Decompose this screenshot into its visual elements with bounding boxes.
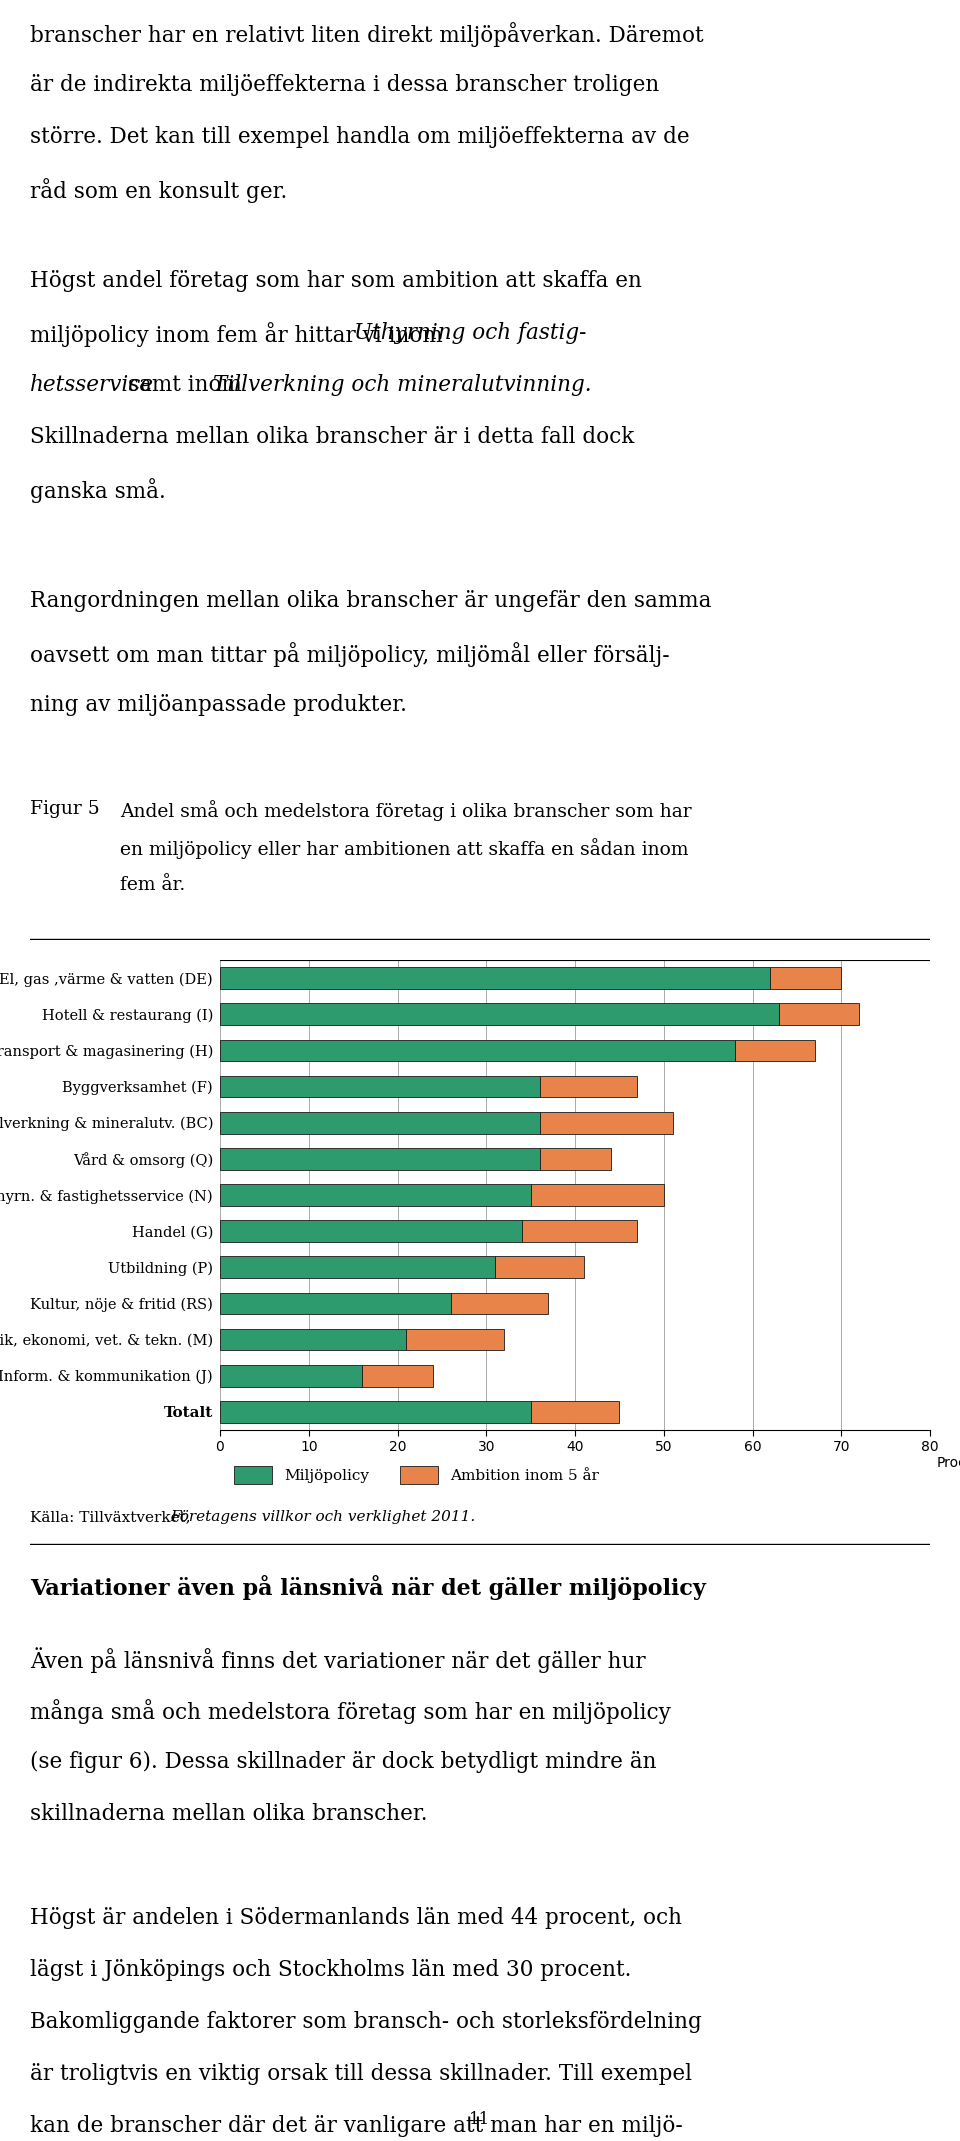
Bar: [220, 1220, 521, 1242]
Text: en miljöpolicy eller har ambitionen att skaffa en sådan inom: en miljöpolicy eller har ambitionen att …: [120, 837, 688, 859]
Bar: [220, 1400, 531, 1424]
Bar: [362, 1366, 433, 1387]
Bar: [540, 1075, 637, 1098]
Text: Bakomliggande faktorer som bransch- och storleksfördelning: Bakomliggande faktorer som bransch- och …: [30, 2010, 702, 2034]
Text: hetsservice: hetsservice: [30, 375, 154, 396]
Bar: [220, 1257, 495, 1278]
Legend: Miljöpolicy, Ambition inom 5 år: Miljöpolicy, Ambition inom 5 år: [228, 1460, 605, 1490]
Text: är troligtvis en viktig orsak till dessa skillnader. Till exempel: är troligtvis en viktig orsak till dessa…: [30, 2064, 692, 2085]
Text: fem år.: fem år.: [120, 876, 185, 895]
Text: ganska små.: ganska små.: [30, 477, 166, 503]
Bar: [734, 1041, 815, 1062]
Text: Andel små och medelstora företag i olika branscher som har: Andel små och medelstora företag i olika…: [120, 801, 691, 820]
Bar: [220, 1111, 540, 1133]
Text: oavsett om man tittar på miljöpolicy, miljömål eller försälj-: oavsett om man tittar på miljöpolicy, mi…: [30, 642, 670, 668]
Text: Rangordningen mellan olika branscher är ungefär den samma: Rangordningen mellan olika branscher är …: [30, 591, 711, 612]
Bar: [220, 1366, 362, 1387]
Text: Procent: Procent: [937, 1456, 960, 1471]
Bar: [220, 1041, 734, 1062]
Text: många små och medelstora företag som har en miljöpolicy: många små och medelstora företag som har…: [30, 1700, 671, 1724]
Text: samt inom: samt inom: [121, 375, 249, 396]
Text: 11: 11: [469, 2111, 491, 2128]
Bar: [540, 1111, 673, 1133]
Text: Källa: Tillväxtverket,: Källa: Tillväxtverket,: [30, 1509, 196, 1524]
Bar: [521, 1220, 637, 1242]
Text: Högst andel företag som har som ambition att skaffa en: Högst andel företag som har som ambition…: [30, 270, 642, 291]
Bar: [220, 1330, 406, 1351]
Text: ning av miljöanpassade produkter.: ning av miljöanpassade produkter.: [30, 694, 407, 715]
Text: Skillnaderna mellan olika branscher är i detta fall dock: Skillnaderna mellan olika branscher är i…: [30, 426, 635, 447]
Text: lägst i Jönköpings och Stockholms län med 30 procent.: lägst i Jönköpings och Stockholms län me…: [30, 1959, 632, 1980]
Text: Företagens villkor och verklighet 2011.: Företagens villkor och verklighet 2011.: [170, 1509, 475, 1524]
Text: Högst är andelen i Södermanlands län med 44 procent, och: Högst är andelen i Södermanlands län med…: [30, 1908, 682, 1929]
Text: är de indirekta miljöeffekterna i dessa branscher troligen: är de indirekta miljöeffekterna i dessa …: [30, 75, 660, 96]
Text: skillnaderna mellan olika branscher.: skillnaderna mellan olika branscher.: [30, 1803, 427, 1824]
Text: större. Det kan till exempel handla om miljöeffekterna av de: större. Det kan till exempel handla om m…: [30, 126, 689, 148]
Bar: [220, 1184, 531, 1205]
Bar: [770, 968, 841, 989]
Text: Variationer även på länsnivå när det gäller miljöpolicy: Variationer även på länsnivå när det gäl…: [30, 1576, 706, 1599]
Text: Uthyrning och fastig-: Uthyrning och fastig-: [353, 321, 586, 345]
Bar: [406, 1330, 504, 1351]
Bar: [220, 1004, 780, 1026]
Bar: [220, 968, 770, 989]
Bar: [220, 1293, 451, 1315]
Text: Även på länsnivå finns det variationer när det gäller hur: Även på länsnivå finns det variationer n…: [30, 1646, 646, 1672]
Text: råd som en konsult ger.: råd som en konsult ger.: [30, 178, 287, 203]
Bar: [220, 1075, 540, 1098]
Text: miljöpolicy inom fem år hittar vi inom: miljöpolicy inom fem år hittar vi inom: [30, 321, 449, 347]
Text: Tillverkning och mineralutvinning.: Tillverkning och mineralutvinning.: [212, 375, 591, 396]
Text: (se figur 6). Dessa skillnader är dock betydligt mindre än: (se figur 6). Dessa skillnader är dock b…: [30, 1751, 657, 1773]
Bar: [451, 1293, 548, 1315]
Text: Figur 5: Figur 5: [30, 801, 100, 818]
Bar: [220, 1148, 540, 1169]
Text: kan de branscher där det är vanligare att man har en miljö-: kan de branscher där det är vanligare at…: [30, 2115, 683, 2137]
Bar: [531, 1184, 663, 1205]
Text: branscher har en relativt liten direkt miljöpåverkan. Däremot: branscher har en relativt liten direkt m…: [30, 21, 704, 47]
Bar: [531, 1400, 619, 1424]
Bar: [780, 1004, 859, 1026]
Bar: [540, 1148, 611, 1169]
Bar: [495, 1257, 584, 1278]
